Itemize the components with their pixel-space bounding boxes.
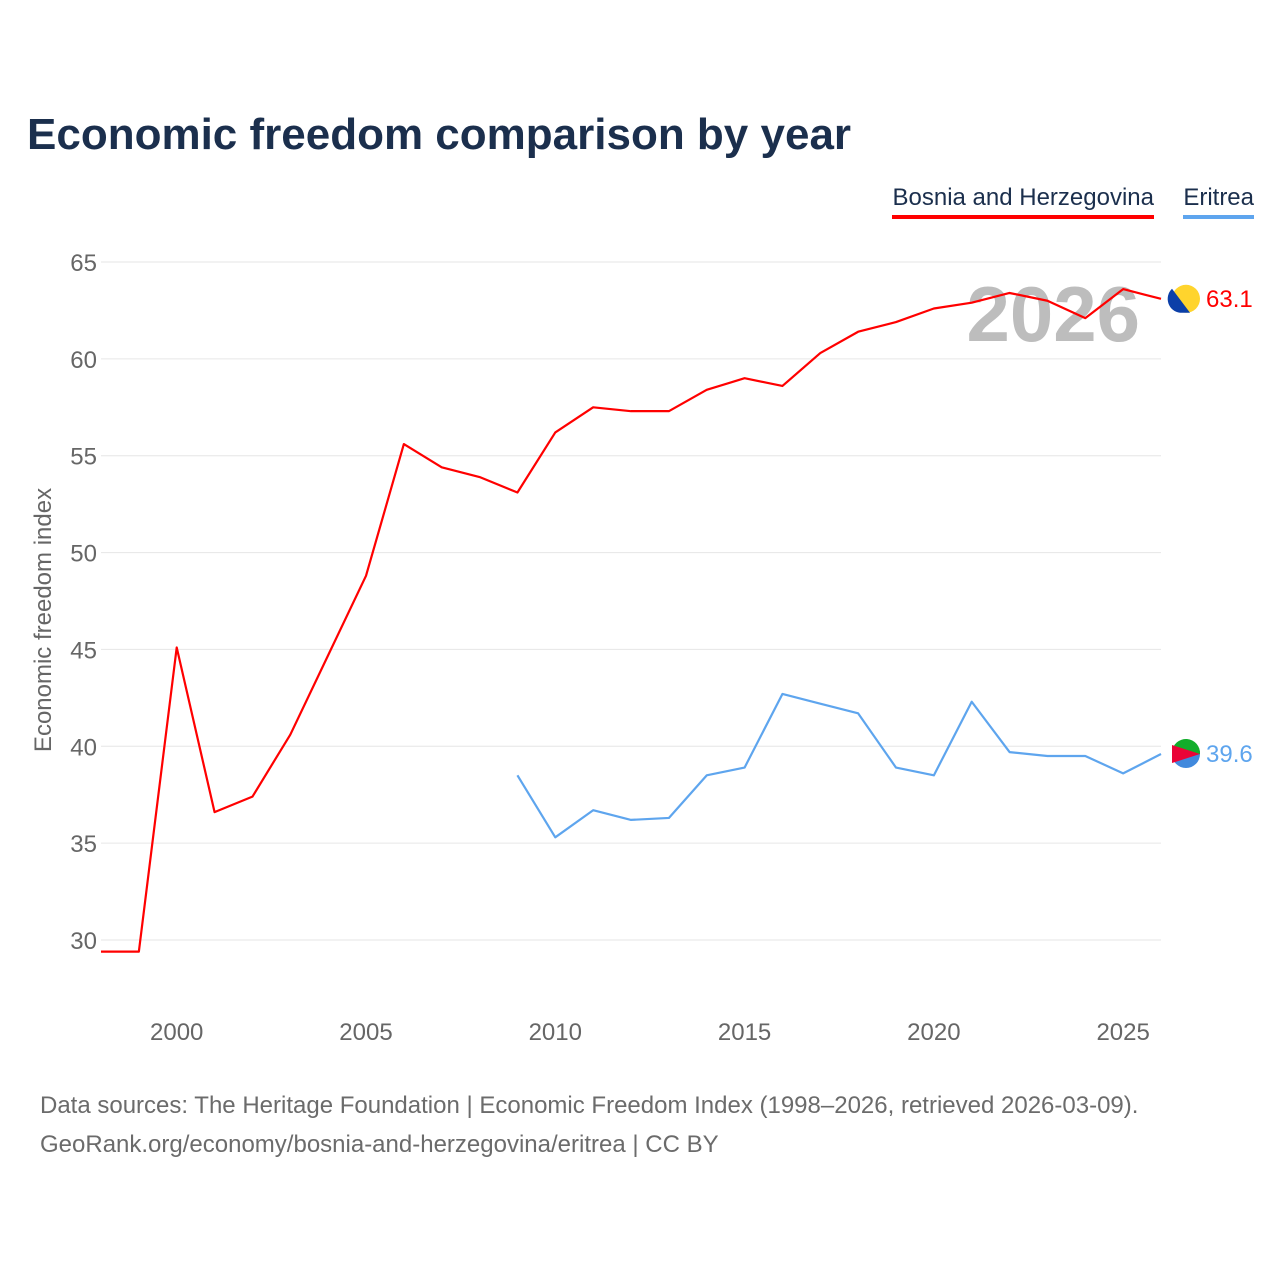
chart-title: Economic freedom comparison by year (27, 110, 852, 159)
y-tick-label: 60 (70, 347, 97, 374)
series-line-bosnia (101, 288, 1162, 953)
year-watermark: 2026 (966, 270, 1140, 358)
y-tick-label: 50 (70, 541, 97, 568)
legend-bosnia[interactable]: Bosnia and Herzegovina (892, 184, 1154, 219)
bosnia-flag-icon (1172, 284, 1200, 313)
x-tick-label: 2000 (150, 1019, 203, 1046)
source-note: Data sources: The Heritage Foundation | … (40, 1086, 1138, 1164)
x-tick-label: 2010 (529, 1019, 582, 1046)
y-tick-label: 55 (70, 444, 97, 471)
x-tick-label: 2020 (907, 1019, 960, 1046)
end-value-label: 63.1 (1206, 286, 1253, 313)
source-line-1: Data sources: The Heritage Foundation | … (40, 1092, 1139, 1119)
x-tick-label: 2015 (718, 1019, 771, 1046)
y-tick-label: 30 (70, 928, 97, 955)
x-tick-label: 2025 (1096, 1019, 1149, 1046)
eritrea-flag-icon (1172, 740, 1200, 769)
y-axis-label: Economic freedom index (30, 488, 57, 752)
eritrea-flag-icon-part (1172, 738, 1201, 755)
y-tick-label: 45 (70, 637, 97, 664)
source-line-2[interactable]: GeoRank.org/economy/bosnia-and-herzegovi… (40, 1131, 719, 1158)
y-tick-label: 65 (70, 250, 97, 277)
y-tick-label: 40 (70, 734, 97, 761)
series-line-eritrea (516, 692, 1162, 839)
eritrea-flag-icon-part (1172, 745, 1200, 764)
legend-eritrea[interactable]: Eritrea (1183, 184, 1254, 219)
bosnia-flag-icon-part (1167, 288, 1190, 313)
x-tick-label: 2005 (339, 1019, 392, 1046)
y-tick-label: 35 (70, 831, 97, 858)
end-value-label: 39.6 (1206, 741, 1253, 768)
